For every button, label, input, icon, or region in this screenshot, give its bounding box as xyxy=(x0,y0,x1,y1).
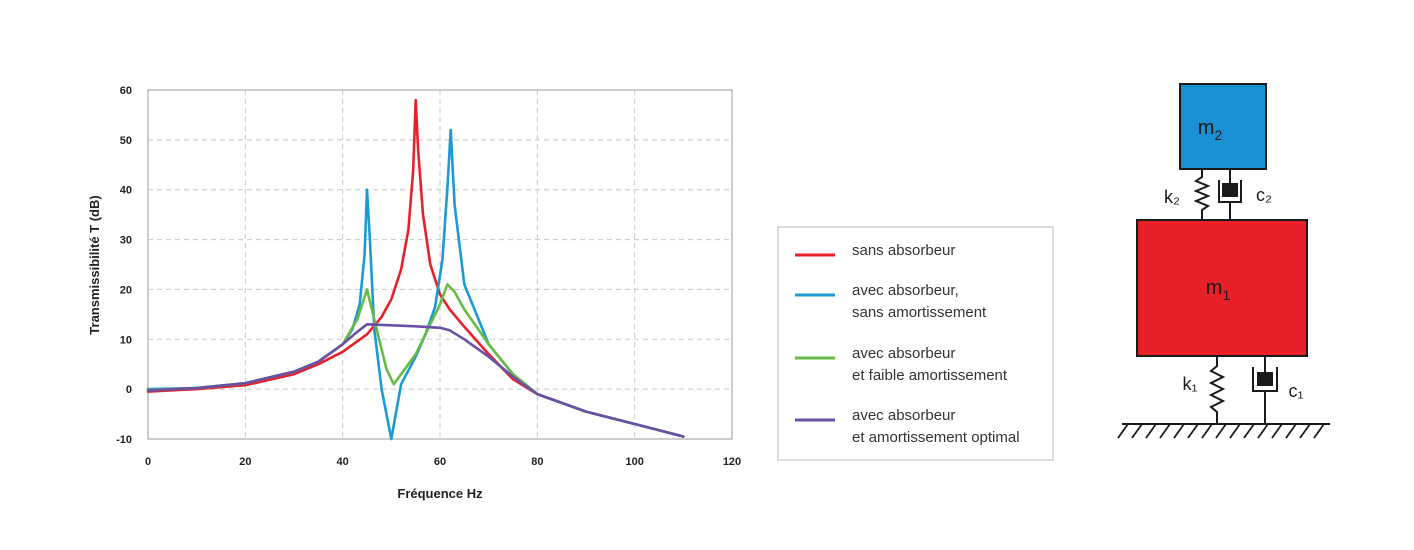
series-lines xyxy=(146,98,685,441)
mass-spring-damper-diagram: m2 k₂ c₂ m1 k₁ c₁ xyxy=(1117,83,1330,439)
y-tick-label: -10 xyxy=(116,434,132,446)
y-tick-label: 20 xyxy=(120,284,132,296)
legend-items: sans absorbeur avec absorbeur, sans amorti… xyxy=(795,242,1020,446)
series-line-4 xyxy=(146,322,685,438)
legend: sans absorbeur avec absorbeur, sans amorti… xyxy=(777,226,1054,461)
mass-2-subscript: 2 xyxy=(1214,127,1222,143)
spring-k2-icon xyxy=(1193,169,1211,220)
ground-hatch-icon xyxy=(1117,423,1325,439)
series-line-1 xyxy=(146,98,685,438)
y-tick-label: 60 xyxy=(120,85,132,97)
damper-c1-label: c₁ xyxy=(1288,381,1303,401)
damper-c1-piston xyxy=(1257,372,1273,386)
y-tick-label: 50 xyxy=(120,135,132,147)
mass-1-block xyxy=(1136,219,1308,357)
legend-label-2: avec absorbeur, sans amortissement xyxy=(852,282,987,321)
legend-label-3: avec absorbeur et faible amortissement xyxy=(852,345,1008,384)
y-axis-title: Transmissibilité T (dB) xyxy=(87,195,102,334)
mass-2-letter: m xyxy=(1198,117,1215,139)
mass-2-label: m2 xyxy=(1198,117,1223,143)
spring-k1-icon xyxy=(1208,356,1226,424)
x-tick-labels: 0 20 40 60 80 100 120 xyxy=(145,456,741,468)
y-tick-labels: -10 0 10 20 30 40 50 60 xyxy=(116,85,132,446)
y-tick-label: 40 xyxy=(120,185,132,197)
mass-1-subscript: 1 xyxy=(1222,287,1230,303)
x-tick-label: 0 xyxy=(145,456,151,468)
spring-k2-label: k₂ xyxy=(1164,187,1180,207)
y-tick-label: 30 xyxy=(120,235,132,247)
x-axis-title: Fréquence Hz xyxy=(397,486,483,501)
x-tick-label: 60 xyxy=(434,456,446,468)
damper-c2-piston xyxy=(1222,183,1238,197)
x-tick-label: 100 xyxy=(625,456,643,468)
legend-label-1: sans absorbeur xyxy=(852,242,955,259)
damper-c2-label: c₂ xyxy=(1256,185,1272,205)
x-tick-label: 80 xyxy=(531,456,543,468)
mass-1-letter: m xyxy=(1206,277,1223,299)
plot-area: -10 0 10 20 30 40 50 60 0 20 40 60 80 100 120 Fréquen… xyxy=(87,85,741,501)
mass-1-label: m1 xyxy=(1206,277,1231,303)
x-tick-label: 120 xyxy=(723,456,741,468)
x-tick-label: 20 xyxy=(239,456,251,468)
grid xyxy=(148,90,732,439)
mass-2-block xyxy=(1179,83,1267,170)
y-tick-label: 0 xyxy=(126,384,132,396)
spring-k1-label: k₁ xyxy=(1182,374,1197,394)
x-tick-label: 40 xyxy=(337,456,349,468)
legend-label-4: avec absorbeur et amortissement optimal xyxy=(852,407,1020,446)
y-tick-label: 10 xyxy=(120,334,132,346)
legend-box xyxy=(777,226,1054,461)
